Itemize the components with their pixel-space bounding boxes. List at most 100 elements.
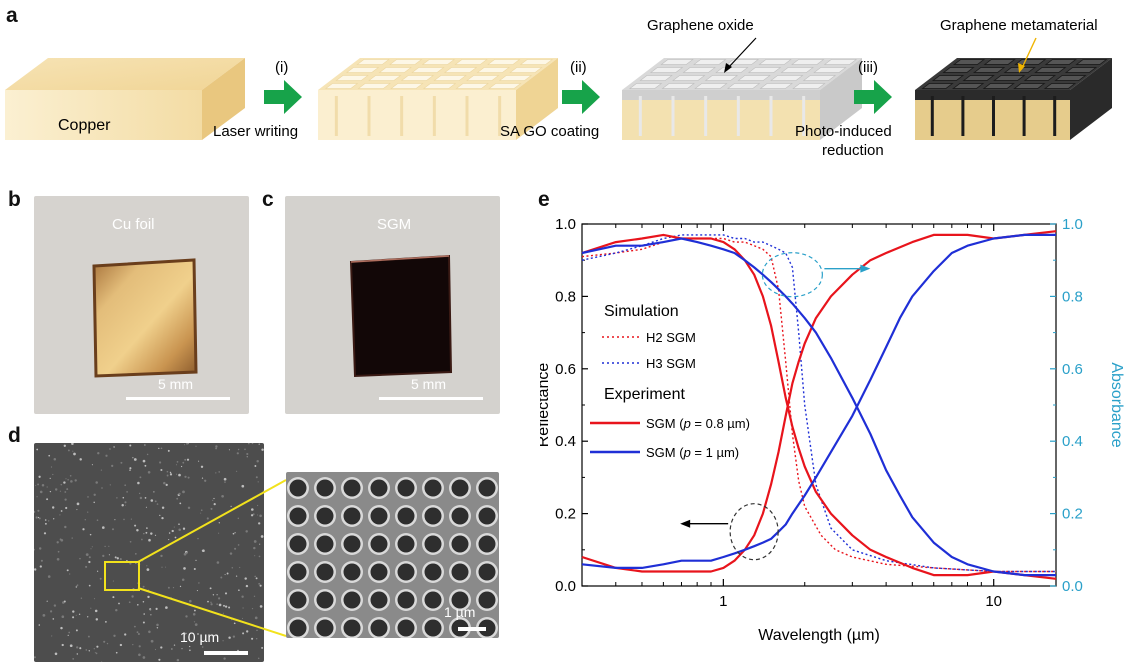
sem-speck (145, 506, 147, 508)
sem-speck (76, 585, 78, 587)
absorbance-arrowhead (860, 264, 871, 273)
sem-speck (202, 646, 204, 648)
sem-speck (228, 606, 231, 609)
sem-speck (116, 557, 119, 560)
sem-speck (186, 443, 188, 445)
sem-speck (218, 603, 222, 607)
sem-speck (136, 631, 139, 634)
sem-speck (67, 449, 70, 452)
sem-speck (52, 473, 54, 476)
grid-hole (682, 67, 716, 73)
sem-speck (183, 444, 186, 446)
sem-speck (216, 561, 220, 564)
sem-speck (100, 469, 103, 471)
legend-h2-label: H2 SGM (646, 330, 696, 345)
sem-speck (253, 540, 257, 543)
sem-hole (289, 535, 307, 553)
grid-hole (1014, 59, 1047, 65)
sem-speck (61, 643, 64, 647)
sem-hole (289, 479, 307, 497)
sem-speck (60, 483, 63, 486)
sem-speck (224, 481, 226, 483)
absorbance-circle (761, 252, 823, 298)
sem-speck (147, 471, 151, 474)
sem-speck (53, 604, 57, 607)
sem-speck (179, 502, 182, 505)
sem-speck (237, 517, 240, 520)
sem-speck (46, 498, 49, 501)
sem-speck (200, 509, 203, 512)
sem-speck (101, 526, 105, 529)
sem-speck (105, 454, 108, 457)
sem-hole (343, 507, 361, 525)
sem-speck (78, 613, 81, 616)
sem-speck (173, 644, 176, 646)
sem-speck (206, 517, 209, 520)
sem-speck (234, 547, 237, 550)
sem-hole (424, 563, 442, 581)
sem-speck (160, 646, 163, 649)
sem-speck (36, 448, 39, 451)
sem-speck (134, 524, 137, 527)
y-axis-left-title: Reflectance (540, 363, 552, 448)
sem-speck (218, 597, 221, 600)
legend-h3-label: H3 SGM (646, 356, 696, 371)
sem-speck (184, 458, 187, 461)
grid-hole (488, 83, 522, 89)
sem-speck (184, 475, 187, 478)
sem-zoom-lines (137, 479, 287, 637)
sem-speck (38, 475, 41, 478)
sem-speck (193, 621, 196, 623)
sem-speck (259, 605, 263, 608)
sem-speck (218, 471, 221, 473)
sem-speck (154, 534, 157, 536)
sem-speck (53, 458, 57, 461)
sem-hole (424, 479, 442, 497)
sem-speck (184, 633, 186, 636)
sem-speck (165, 483, 168, 487)
sem-speck (165, 606, 168, 609)
grid-hole (1013, 83, 1046, 89)
sem-speck (63, 600, 66, 603)
sem-speck (103, 640, 106, 643)
sem-speck (257, 514, 259, 516)
sem-speck (91, 546, 93, 548)
sem-speck (150, 639, 154, 643)
sem-speck (176, 497, 179, 500)
sem-hole (370, 507, 388, 525)
sem-speck (142, 459, 146, 463)
sem-speck (237, 544, 240, 546)
sem-speck (34, 656, 36, 659)
sem-speck (252, 513, 255, 516)
process-schematic: Copper (i) Laser writing (ii) SA GO coat… (5, 17, 1112, 159)
sem-speck (222, 612, 224, 614)
sem-speck (172, 587, 175, 589)
sem-speck (82, 528, 85, 531)
sem-speck (84, 519, 86, 521)
sem-speck (220, 576, 223, 579)
sem-speck (193, 567, 196, 571)
sem-speck (88, 560, 91, 564)
sem-speck (223, 604, 225, 607)
sem-speck (256, 629, 258, 631)
sem-speck (161, 516, 164, 520)
sem-speck (73, 452, 76, 456)
reflectance-circle (729, 503, 779, 561)
sem-hole (343, 563, 361, 581)
sem-speck (40, 559, 43, 562)
grid-hole (433, 75, 467, 81)
grid-hole (802, 75, 837, 81)
sem-speck (241, 595, 244, 598)
grid-hole (1023, 75, 1057, 81)
sem-speck (80, 597, 83, 599)
sem-speck (254, 465, 257, 467)
sem-speck (119, 643, 123, 647)
sem-speck (169, 473, 173, 476)
sem-speck (253, 546, 256, 550)
sem-speck (136, 529, 139, 532)
sem-speck (155, 607, 158, 610)
sem-speck (143, 533, 145, 535)
sem-speck (87, 635, 90, 638)
sgm-sample (349, 254, 453, 378)
step-ii-label: SA GO coating (500, 123, 599, 140)
